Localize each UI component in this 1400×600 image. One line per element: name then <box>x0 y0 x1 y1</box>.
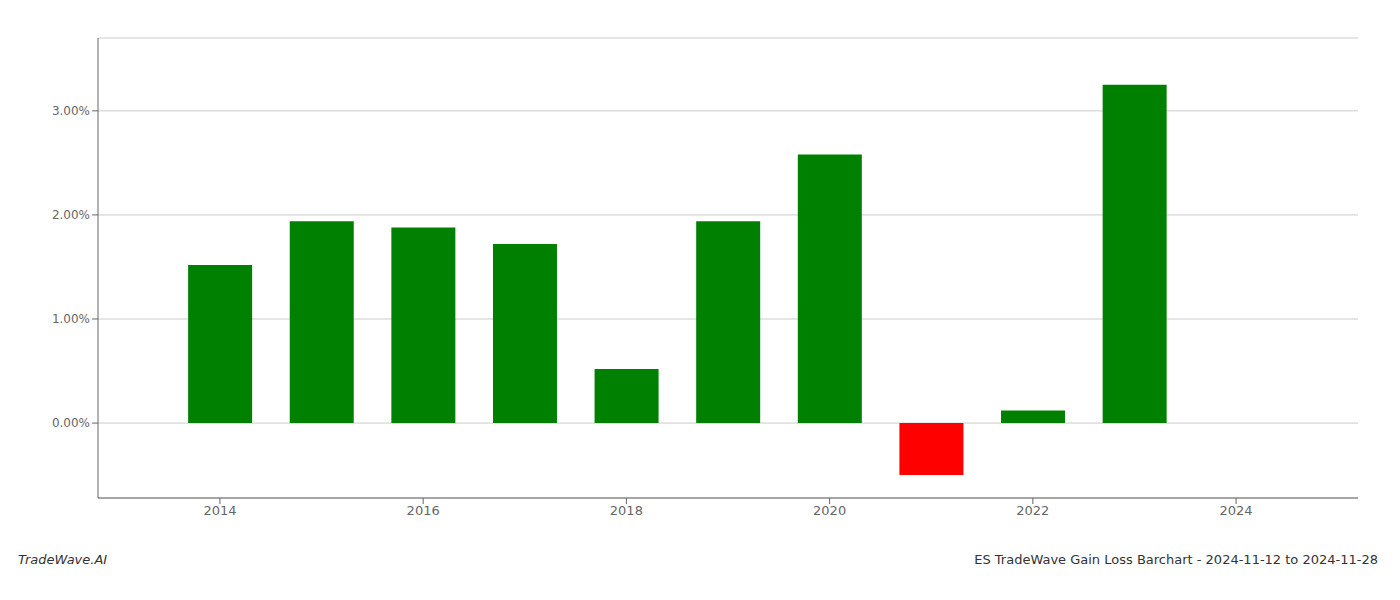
svg-text:2016: 2016 <box>407 503 440 518</box>
svg-text:2022: 2022 <box>1016 503 1049 518</box>
svg-text:1.00%: 1.00% <box>52 312 90 326</box>
svg-text:2018: 2018 <box>610 503 643 518</box>
svg-text:0.00%: 0.00% <box>52 416 90 430</box>
svg-text:2020: 2020 <box>813 503 846 518</box>
html-text:TradeWave.AI: TradeWave.AI <box>18 552 108 567</box>
svg-text:3.00%: 3.00% <box>52 104 90 118</box>
svg-text:2014: 2014 <box>203 503 236 518</box>
svg-text:2024: 2024 <box>1220 503 1253 518</box>
svg-text:2.00%: 2.00% <box>52 208 90 222</box>
html-text:ES TradeWave Gain Loss Barchar: ES TradeWave Gain Loss Barchart - 2024-1… <box>974 552 1378 567</box>
